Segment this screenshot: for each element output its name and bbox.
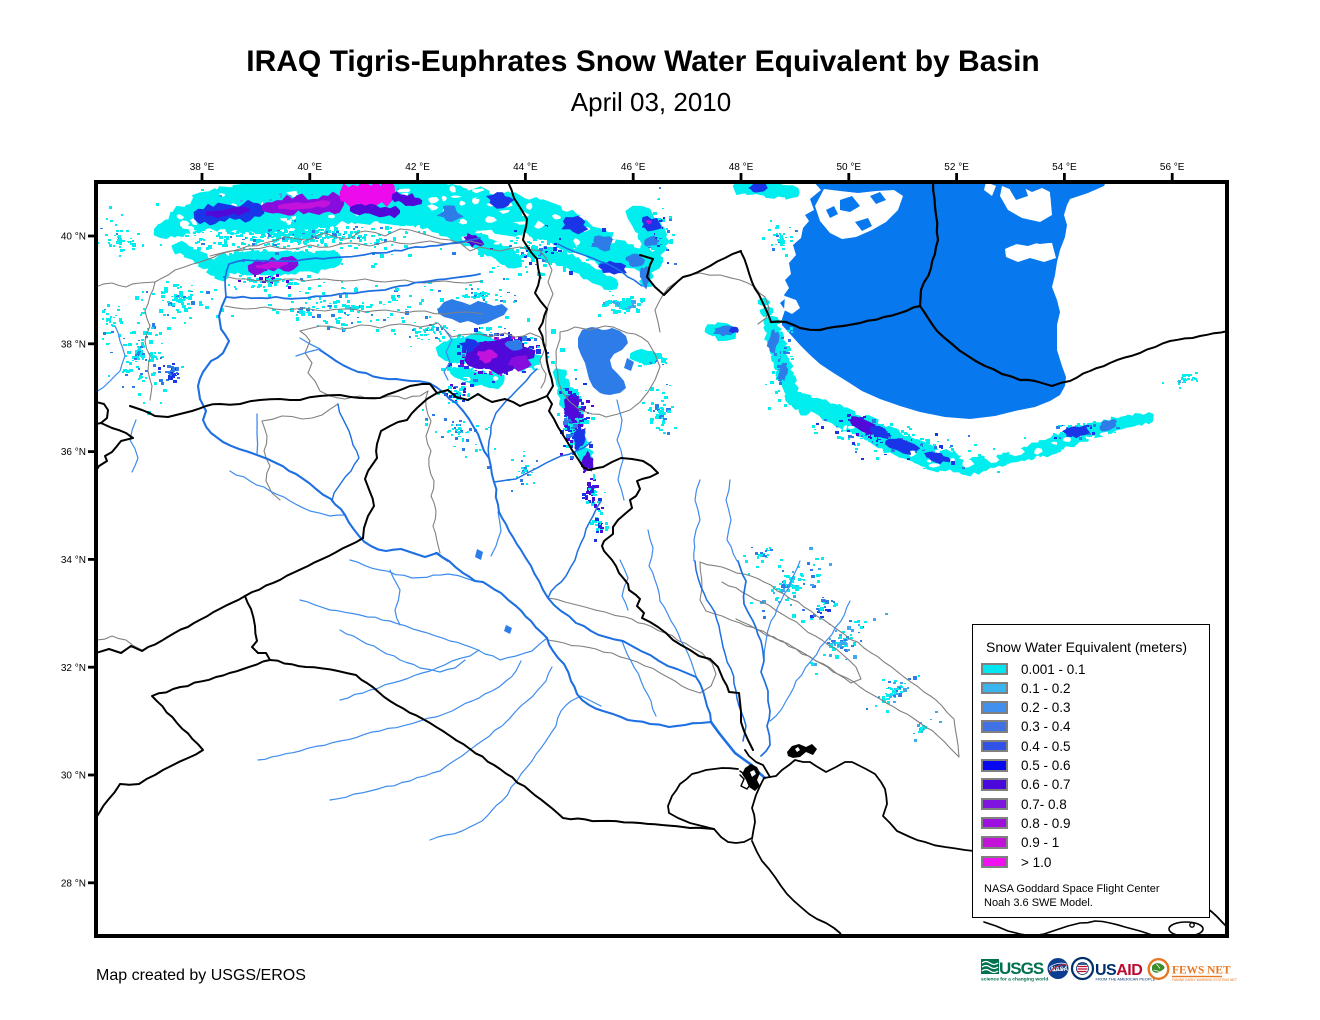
svg-text:38 °E: 38 °E [190, 162, 215, 173]
svg-text:30 °N: 30 °N [61, 771, 86, 782]
svg-text:USAID: USAID [1095, 962, 1142, 979]
svg-text:44 °E: 44 °E [513, 162, 538, 173]
svg-text:science for a changing world: science for a changing world [981, 977, 1048, 983]
svg-text:28 °N: 28 °N [61, 878, 86, 889]
svg-text:40 °N: 40 °N [61, 232, 86, 243]
svg-text:54 °E: 54 °E [1052, 162, 1077, 173]
svg-text:42 °E: 42 °E [405, 162, 430, 173]
svg-text:FROM THE AMERICAN PEOPLE: FROM THE AMERICAN PEOPLE [1096, 977, 1156, 982]
svg-text:34 °N: 34 °N [61, 555, 86, 566]
svg-text:46 °E: 46 °E [621, 162, 646, 173]
svg-text:NASA: NASA [1051, 967, 1069, 973]
svg-text:FAMINE EARLY WARNING SYSTEMS N: FAMINE EARLY WARNING SYSTEMS NETWORK [1172, 978, 1237, 982]
svg-text:48 °E: 48 °E [729, 162, 754, 173]
svg-text:40 °E: 40 °E [298, 162, 323, 173]
svg-text:FEWS NET: FEWS NET [1172, 965, 1231, 977]
svg-text:32 °N: 32 °N [61, 663, 86, 674]
svg-text:56 °E: 56 °E [1160, 162, 1185, 173]
svg-text:36 °N: 36 °N [61, 447, 86, 458]
svg-text:50 °E: 50 °E [837, 162, 862, 173]
svg-text:38 °N: 38 °N [61, 339, 86, 350]
svg-text:52 °E: 52 °E [944, 162, 969, 173]
svg-text:USGS: USGS [999, 959, 1044, 978]
